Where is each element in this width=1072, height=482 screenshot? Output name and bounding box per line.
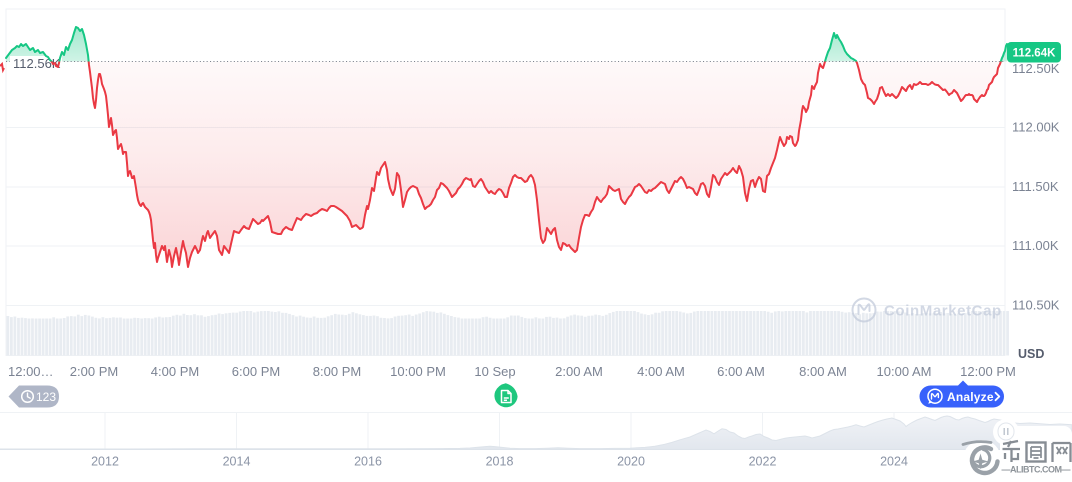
svg-text:12:00…: 12:00… <box>8 364 54 379</box>
svg-text:2024: 2024 <box>880 455 908 469</box>
svg-text:2014: 2014 <box>223 455 251 469</box>
svg-text:111.50K: 111.50K <box>1012 179 1059 194</box>
svg-text:4:00 AM: 4:00 AM <box>637 364 685 379</box>
svg-text:2012: 2012 <box>91 455 119 469</box>
svg-text:6:00 PM: 6:00 PM <box>232 364 280 379</box>
svg-text:CoinMarketCap: CoinMarketCap <box>884 303 1002 320</box>
svg-text:4:00 PM: 4:00 PM <box>151 364 199 379</box>
svg-text:Analyze: Analyze <box>947 390 994 404</box>
svg-text:10 Sep: 10 Sep <box>474 364 515 379</box>
svg-text:112.50K: 112.50K <box>1012 61 1060 76</box>
svg-text:10:00 PM: 10:00 PM <box>390 364 446 379</box>
svg-text:2016: 2016 <box>354 455 382 469</box>
svg-text:111.00K: 111.00K <box>1012 238 1059 253</box>
svg-text:110.50K: 110.50K <box>1012 298 1060 313</box>
svg-text:10:00 AM: 10:00 AM <box>877 364 932 379</box>
svg-text:123: 123 <box>36 390 56 404</box>
svg-text:2:00 AM: 2:00 AM <box>555 364 603 379</box>
svg-text:2018: 2018 <box>486 455 514 469</box>
svg-text:8:00 PM: 8:00 PM <box>313 364 361 379</box>
svg-text:—ALIBTC.COM—: —ALIBTC.COM— <box>1002 465 1071 475</box>
svg-text:112.64K: 112.64K <box>1013 48 1057 60</box>
svg-text:8:00 AM: 8:00 AM <box>799 364 847 379</box>
svg-text:112.00K: 112.00K <box>1012 120 1060 135</box>
svg-text:2020: 2020 <box>617 455 645 469</box>
svg-text:2:00 PM: 2:00 PM <box>70 364 118 379</box>
svg-text:6:00 AM: 6:00 AM <box>717 364 765 379</box>
svg-text:12:00 PM: 12:00 PM <box>960 364 1016 379</box>
svg-text:USD: USD <box>1018 347 1044 361</box>
svg-text:2022: 2022 <box>749 455 777 469</box>
